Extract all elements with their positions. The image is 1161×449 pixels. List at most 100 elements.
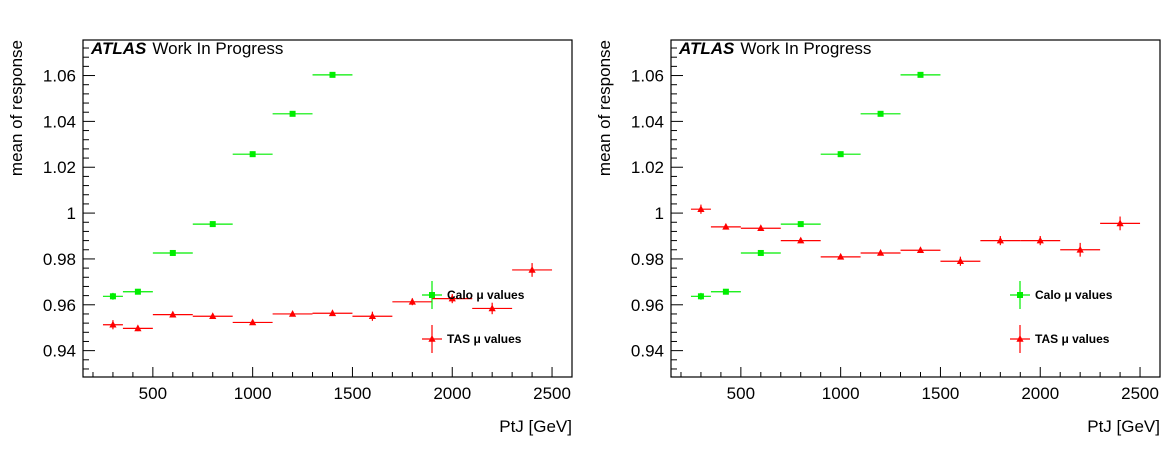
chart-title-text: Work In Progress bbox=[740, 39, 871, 58]
data-point bbox=[697, 293, 704, 300]
legend: Calo μ values TAS μ values bbox=[1010, 281, 1113, 353]
y-tick-label: 1 bbox=[655, 204, 664, 223]
data-point bbox=[797, 236, 805, 244]
y-tick-label: 1 bbox=[67, 204, 76, 223]
x-tick-label: 1000 bbox=[822, 384, 860, 403]
x-tick-label: 2500 bbox=[533, 384, 571, 403]
legend-label-tas: TAS μ values bbox=[447, 332, 522, 346]
data-point bbox=[528, 265, 536, 273]
y-tick-labels: 0.94 0.96 0.98 1 1.02 1.04 1.06 bbox=[43, 67, 76, 361]
y-tick-label: 0.96 bbox=[43, 296, 76, 315]
chart-panel-right: 500 1000 1500 2000 2500 0.94 0.96 0.98 1 1.02 1.0… bbox=[588, 0, 1161, 444]
series-layer bbox=[102, 71, 553, 332]
axis-ticks bbox=[83, 47, 573, 377]
data-point bbox=[916, 246, 925, 254]
chart-title: ATLAS Work In Progress bbox=[678, 39, 871, 58]
x-tick-label: 500 bbox=[139, 384, 167, 403]
x-axis-label: PtJ [GeV] bbox=[1087, 417, 1160, 436]
legend-marker bbox=[1016, 335, 1024, 342]
legend-label-calo: Calo μ values bbox=[1035, 288, 1113, 302]
data-point bbox=[837, 252, 845, 260]
chart-right-svg: 500 1000 1500 2000 2500 0.94 0.96 0.98 1 1.02 1.0… bbox=[595, 39, 1161, 436]
x-tick-label: 1000 bbox=[234, 384, 272, 403]
legend: Calo μ values TAS μ values bbox=[422, 281, 525, 353]
data-point bbox=[134, 324, 142, 332]
data-point bbox=[329, 71, 336, 78]
data-point bbox=[109, 293, 116, 300]
data-point bbox=[757, 249, 764, 256]
chart-title: ATLAS Work In Progress bbox=[90, 39, 283, 58]
x-tick-label: 2000 bbox=[1021, 384, 1059, 403]
data-point bbox=[288, 309, 297, 317]
chart-panel-left: 500 1000 1500 2000 2500 0.94 0.96 0.98 1 1.02 1.0… bbox=[0, 0, 580, 444]
series-calo bbox=[102, 71, 353, 300]
y-tick-label: 1.06 bbox=[43, 67, 76, 86]
y-tick-label: 0.98 bbox=[43, 250, 76, 269]
data-point bbox=[134, 288, 141, 295]
data-point bbox=[448, 294, 456, 302]
x-tick-labels: 500 1000 1500 2000 2500 bbox=[727, 384, 1159, 403]
data-point bbox=[249, 318, 257, 326]
data-point bbox=[797, 221, 804, 228]
legend-entry-calo bbox=[1010, 281, 1030, 309]
series-tas bbox=[102, 263, 553, 332]
data-point bbox=[757, 224, 765, 232]
plot-frame bbox=[670, 39, 1161, 378]
y-tick-label: 0.94 bbox=[631, 342, 664, 361]
data-point bbox=[488, 304, 496, 312]
series-layer bbox=[690, 71, 1141, 300]
series-tas bbox=[690, 204, 1141, 266]
y-tick-label: 0.94 bbox=[43, 342, 76, 361]
data-point bbox=[1076, 245, 1084, 253]
legend-entry-tas bbox=[422, 325, 442, 353]
y-tick-label: 1.02 bbox=[43, 158, 76, 177]
legend-label-tas: TAS μ values bbox=[1035, 332, 1110, 346]
chart-title-text: Work In Progress bbox=[152, 39, 283, 58]
data-point bbox=[1036, 236, 1044, 244]
data-point bbox=[837, 151, 844, 158]
data-point bbox=[169, 249, 176, 256]
data-point bbox=[169, 310, 177, 318]
data-point bbox=[209, 312, 217, 320]
data-point bbox=[876, 248, 885, 256]
data-point bbox=[328, 309, 337, 317]
atlas-logo: ATLAS bbox=[90, 39, 147, 58]
atlas-logo: ATLAS bbox=[678, 39, 735, 58]
data-point bbox=[408, 297, 416, 305]
y-tick-label: 0.96 bbox=[631, 296, 664, 315]
data-point bbox=[209, 221, 216, 228]
legend-entry-calo bbox=[422, 281, 442, 309]
x-tick-labels: 500 1000 1500 2000 2500 bbox=[139, 384, 571, 403]
chart-left-svg: 500 1000 1500 2000 2500 0.94 0.96 0.98 1 1.02 1.0… bbox=[7, 39, 573, 436]
legend-marker bbox=[428, 335, 436, 342]
y-tick-label: 1.04 bbox=[43, 112, 76, 131]
data-point bbox=[368, 312, 377, 320]
data-point bbox=[996, 236, 1004, 244]
data-point bbox=[722, 288, 729, 295]
legend-marker bbox=[1017, 292, 1023, 298]
data-point bbox=[249, 151, 256, 158]
y-tick-label: 1.04 bbox=[631, 112, 664, 131]
data-point bbox=[697, 205, 705, 212]
x-tick-label: 1500 bbox=[334, 384, 372, 403]
x-tick-label: 2500 bbox=[1121, 384, 1159, 403]
plot-frame bbox=[82, 39, 573, 378]
legend-marker bbox=[429, 292, 435, 298]
legend-label-calo: Calo μ values bbox=[447, 288, 525, 302]
y-axis-label: mean of response bbox=[7, 40, 26, 176]
series-calo bbox=[690, 71, 941, 300]
y-axis-label: mean of response bbox=[595, 40, 614, 176]
legend-entry-tas bbox=[1010, 325, 1030, 353]
data-point bbox=[1116, 219, 1124, 227]
data-point bbox=[956, 257, 965, 265]
y-tick-labels: 0.94 0.96 0.98 1 1.02 1.04 1.06 bbox=[631, 67, 664, 361]
x-axis-label: PtJ [GeV] bbox=[499, 417, 572, 436]
data-point bbox=[877, 110, 884, 117]
x-tick-label: 500 bbox=[727, 384, 755, 403]
data-point bbox=[289, 110, 296, 117]
y-tick-label: 1.06 bbox=[631, 67, 664, 86]
y-tick-label: 0.98 bbox=[631, 250, 664, 269]
data-point bbox=[109, 320, 117, 328]
y-tick-label: 1.02 bbox=[631, 158, 664, 177]
axis-ticks bbox=[671, 47, 1161, 377]
